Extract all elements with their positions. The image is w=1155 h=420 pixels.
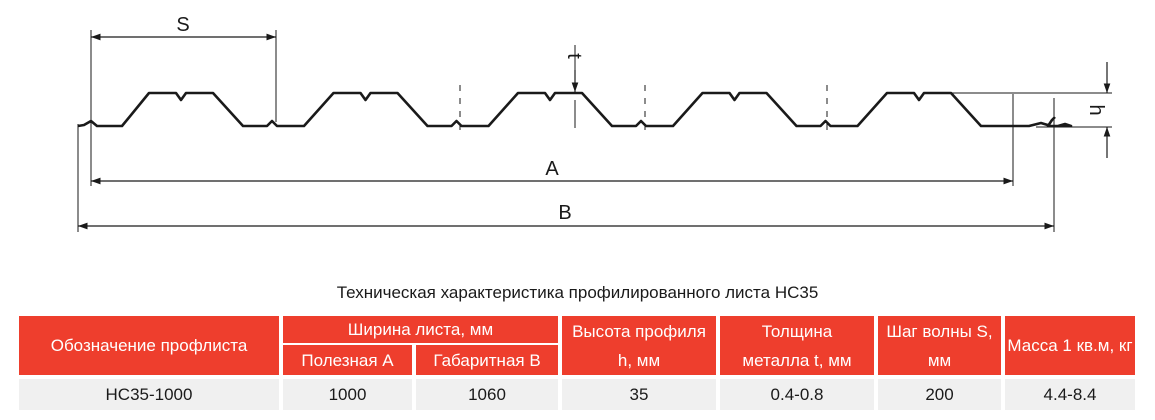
dim-label-h: h [1085, 104, 1107, 115]
cell-mass: 4.4-8.4 [1005, 379, 1135, 410]
cell-useful-a: 1000 [283, 379, 412, 410]
header-designation: Обозначение профлиста [19, 316, 279, 375]
profile-drawing: S A B t h [77, 14, 1112, 232]
profile-outline [77, 91, 1073, 128]
dim-label-a: A [545, 158, 559, 180]
dimension-lines [78, 33, 1111, 230]
cell-overall-b: 1060 [416, 379, 558, 410]
cell-thickness: 0.4-0.8 [720, 379, 874, 410]
cell-wave-pitch: 200 [878, 379, 1001, 410]
dim-label-b: B [558, 202, 571, 224]
cell-designation: НС35-1000 [19, 379, 279, 410]
header-useful-a: Полезная А [283, 345, 412, 375]
cell-profile-height: 35 [562, 379, 716, 410]
header-sheet-width: Ширина листа, мм [283, 316, 558, 343]
header-thickness: Толщина металла t, мм [720, 316, 874, 375]
table-caption: Техническая характеристика профилированн… [336, 283, 819, 302]
header-mass: Масса 1 кв.м, кг [1005, 316, 1135, 375]
header-wave-pitch: Шаг волны S, мм [878, 316, 1001, 375]
header-overall-b: Габаритная В [416, 345, 558, 375]
dim-label-s: S [176, 14, 189, 36]
header-profile-height: Высота профиля h, мм [562, 316, 716, 375]
extension-lines [77, 30, 1112, 232]
wave-centerlines [459, 85, 828, 132]
dim-label-t: t [563, 53, 585, 59]
